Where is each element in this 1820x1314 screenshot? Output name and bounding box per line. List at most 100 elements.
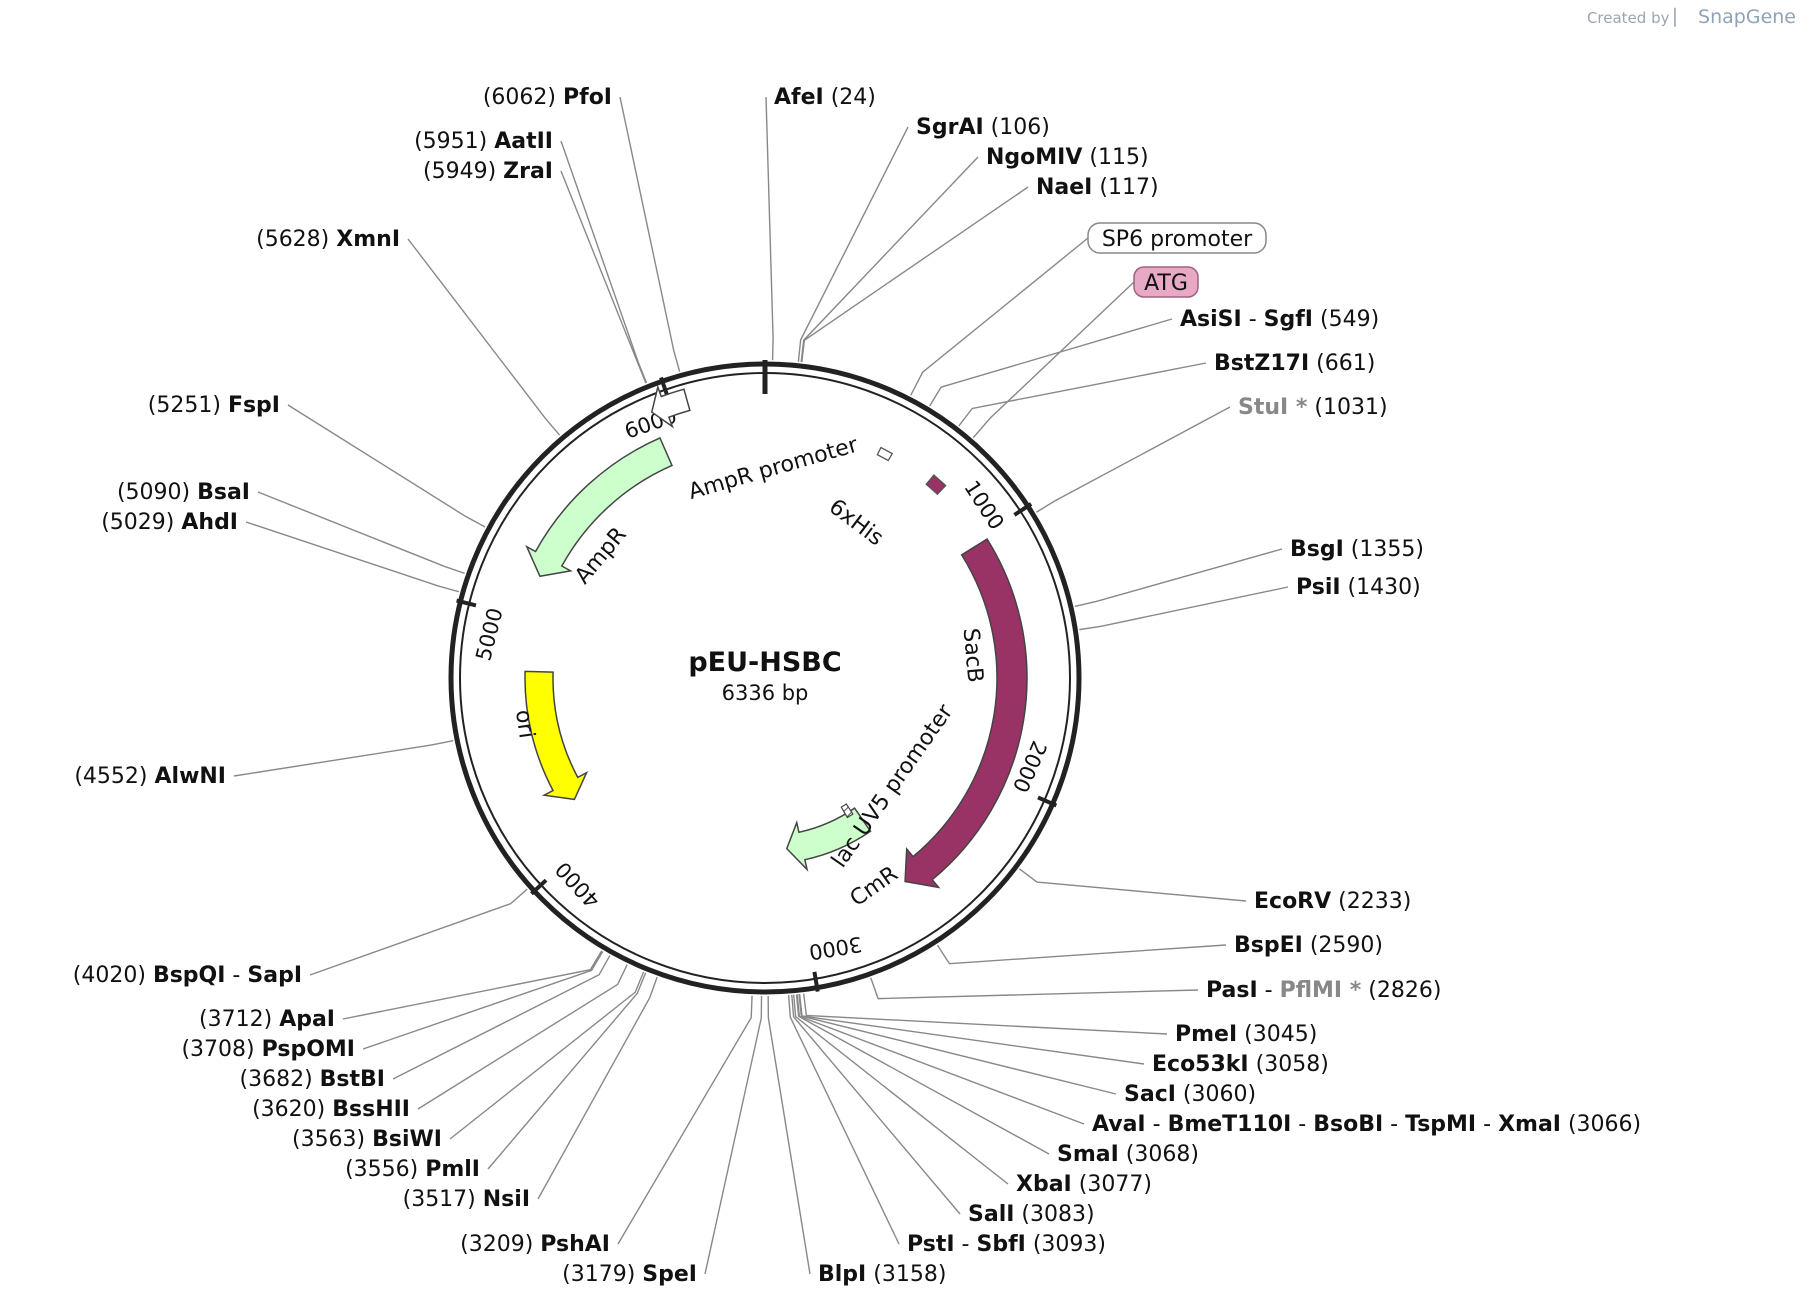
site-enzyme-name: PstI xyxy=(907,1232,955,1257)
site-position: (117) xyxy=(1092,175,1158,200)
site-enzyme-name: FspI xyxy=(228,393,280,418)
site-position: (4020) xyxy=(73,963,153,988)
site-label: PmeI (3045) xyxy=(1175,1022,1317,1047)
site-leader-line xyxy=(801,186,1029,363)
site-label: (5029) AhdI xyxy=(101,510,238,535)
site-leader-line xyxy=(1036,406,1231,513)
tick-mark xyxy=(659,376,670,398)
site-leader-line xyxy=(309,888,528,976)
site-leader-line xyxy=(792,994,1009,1185)
site-label: BlpI (3158) xyxy=(818,1262,946,1287)
site-leader-line xyxy=(796,994,1085,1125)
callout-leader-line xyxy=(972,281,1135,439)
site-leader-line xyxy=(798,994,1117,1095)
site-position: - xyxy=(1476,1112,1498,1137)
feature-label-cmr: CmR xyxy=(846,862,903,912)
site-enzyme-name: SgrAI xyxy=(916,115,984,140)
site-leader-line xyxy=(560,170,647,384)
site-leader-line xyxy=(767,995,811,1275)
site-label: (4552) AlwNI xyxy=(74,764,226,789)
site-enzyme-name: SmaI xyxy=(1057,1142,1119,1167)
site-enzyme-name: SapI xyxy=(247,963,302,988)
site-enzyme-name: BspEI xyxy=(1234,933,1303,958)
site-label: (3517) NsiI xyxy=(403,1187,530,1212)
callout-atg: ATG xyxy=(1133,266,1199,298)
site-position: (3708) xyxy=(181,1037,261,1062)
site-label: (3209) PshAI xyxy=(460,1232,610,1257)
site-label: NaeI (117) xyxy=(1036,175,1159,200)
site-label: (3712) ApaI xyxy=(199,1007,335,1032)
site-label: BspEI (2590) xyxy=(1234,933,1383,958)
site-position: - xyxy=(225,963,247,988)
site-enzyme-name: BmeT110I xyxy=(1168,1112,1292,1137)
feature-label-sacb: SacB xyxy=(958,627,988,684)
site-enzyme-name: StuI * xyxy=(1238,395,1308,420)
site-position: (549) xyxy=(1313,307,1379,332)
feature-ampr xyxy=(525,436,673,578)
site-enzyme-name: PsiI xyxy=(1296,575,1341,600)
site-leader-line xyxy=(560,140,648,384)
site-position: (661) xyxy=(1309,351,1375,376)
site-enzyme-name: XmaI xyxy=(1498,1112,1561,1137)
site-label: XbaI (3077) xyxy=(1016,1172,1152,1197)
site-enzyme-name: BlpI xyxy=(818,1262,866,1287)
site-enzyme-name: BsoBI xyxy=(1313,1112,1383,1137)
tick-mark xyxy=(1037,795,1058,808)
site-label: SalI (3083) xyxy=(968,1202,1095,1227)
site-position: (3179) xyxy=(562,1262,642,1287)
site-leader-line xyxy=(487,972,647,1170)
site-leader-line xyxy=(936,944,1227,965)
site-position: (5628) xyxy=(256,227,336,252)
site-label: (3682) BstBI xyxy=(240,1067,386,1092)
site-enzyme-name: AlwNI xyxy=(155,764,227,789)
feature-ori xyxy=(524,670,589,801)
site-position: (1430) xyxy=(1341,575,1421,600)
site-label: NgoMIV (115) xyxy=(986,145,1149,170)
tick-mark xyxy=(812,971,820,992)
site-enzyme-name: PfoI xyxy=(563,85,612,110)
site-position: (2826) xyxy=(1361,978,1441,1003)
site-label: PstI - SbfI (3093) xyxy=(907,1232,1106,1257)
site-enzyme-name: SgfI xyxy=(1264,307,1313,332)
site-position: (3060) xyxy=(1176,1082,1256,1107)
site-leader-line xyxy=(704,995,763,1275)
snapgene-logo-icon: ⎸ xyxy=(1674,6,1694,28)
site-position: (24) xyxy=(824,85,876,110)
site-position: (3556) xyxy=(345,1157,425,1182)
site-enzyme-name: AatII xyxy=(494,129,553,154)
site-label: (3179) SpeI xyxy=(562,1262,697,1287)
site-enzyme-name: Eco53kI xyxy=(1152,1052,1249,1077)
feature-cmr xyxy=(785,807,872,872)
tick-label: 5000 xyxy=(471,606,507,664)
site-label: SmaI (3068) xyxy=(1057,1142,1199,1167)
site-position: (3517) xyxy=(403,1187,483,1212)
site-enzyme-name: BspQI xyxy=(153,963,226,988)
site-position: (5951) xyxy=(414,129,494,154)
site-leader-line xyxy=(407,238,561,436)
watermark-brand: SnapGene xyxy=(1698,6,1796,28)
site-label: (3556) PmlI xyxy=(345,1157,480,1182)
site-leader-line xyxy=(362,951,604,1050)
site-label: (5090) BsaI xyxy=(117,480,250,505)
site-enzyme-name: BstZ17I xyxy=(1214,351,1309,376)
tick-mark xyxy=(1013,502,1033,517)
site-label: (5951) AatII xyxy=(414,129,553,154)
feature-atg-segment xyxy=(925,474,947,496)
site-position: (3068) xyxy=(1119,1142,1199,1167)
site-enzyme-name: PmlI xyxy=(425,1157,480,1182)
site-enzyme-name: BssHII xyxy=(332,1097,410,1122)
site-label: (5251) FspI xyxy=(148,393,280,418)
site-position: (3158) xyxy=(866,1262,946,1287)
site-leader-line xyxy=(233,739,454,777)
plasmid-length: 6336 bp xyxy=(722,681,809,705)
site-enzyme-name: ZraI xyxy=(503,159,553,184)
feature-6xhis xyxy=(876,446,894,462)
site-enzyme-name: SbfI xyxy=(976,1232,1025,1257)
callout-atg-label: ATG xyxy=(1144,271,1188,296)
site-position: (3682) xyxy=(240,1067,320,1092)
feature-label-6xhis: 6xHis xyxy=(824,494,888,551)
site-label: (3620) BssHII xyxy=(252,1097,410,1122)
site-enzyme-name: PflMI * xyxy=(1280,978,1362,1003)
site-position: (5949) xyxy=(423,159,503,184)
